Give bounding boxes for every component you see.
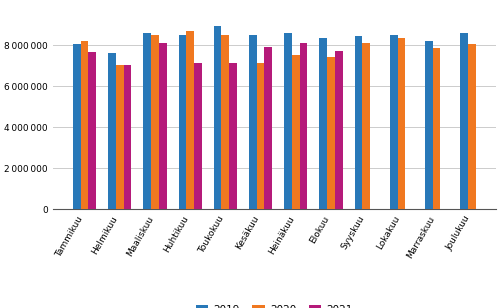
Bar: [249, 35, 256, 209]
Bar: [144, 33, 151, 209]
Bar: [320, 38, 327, 209]
Bar: [214, 26, 222, 209]
Bar: [229, 63, 237, 209]
Bar: [468, 44, 475, 209]
Bar: [362, 43, 370, 209]
Bar: [335, 51, 342, 209]
Bar: [284, 33, 292, 209]
Bar: [222, 35, 229, 209]
Bar: [327, 56, 335, 209]
Bar: [425, 41, 432, 209]
Bar: [178, 35, 186, 209]
Bar: [108, 53, 116, 209]
Bar: [432, 48, 440, 209]
Bar: [116, 65, 124, 209]
Bar: [264, 47, 272, 209]
Bar: [186, 31, 194, 209]
Bar: [159, 43, 166, 209]
Bar: [300, 43, 308, 209]
Bar: [88, 52, 96, 209]
Bar: [256, 63, 264, 209]
Bar: [73, 44, 80, 209]
Bar: [460, 33, 468, 209]
Bar: [398, 38, 406, 209]
Bar: [124, 65, 132, 209]
Bar: [151, 35, 159, 209]
Bar: [292, 55, 300, 209]
Legend: 2019, 2020, 2021: 2019, 2020, 2021: [192, 301, 357, 308]
Bar: [354, 36, 362, 209]
Bar: [80, 41, 88, 209]
Bar: [194, 63, 202, 209]
Bar: [390, 35, 398, 209]
